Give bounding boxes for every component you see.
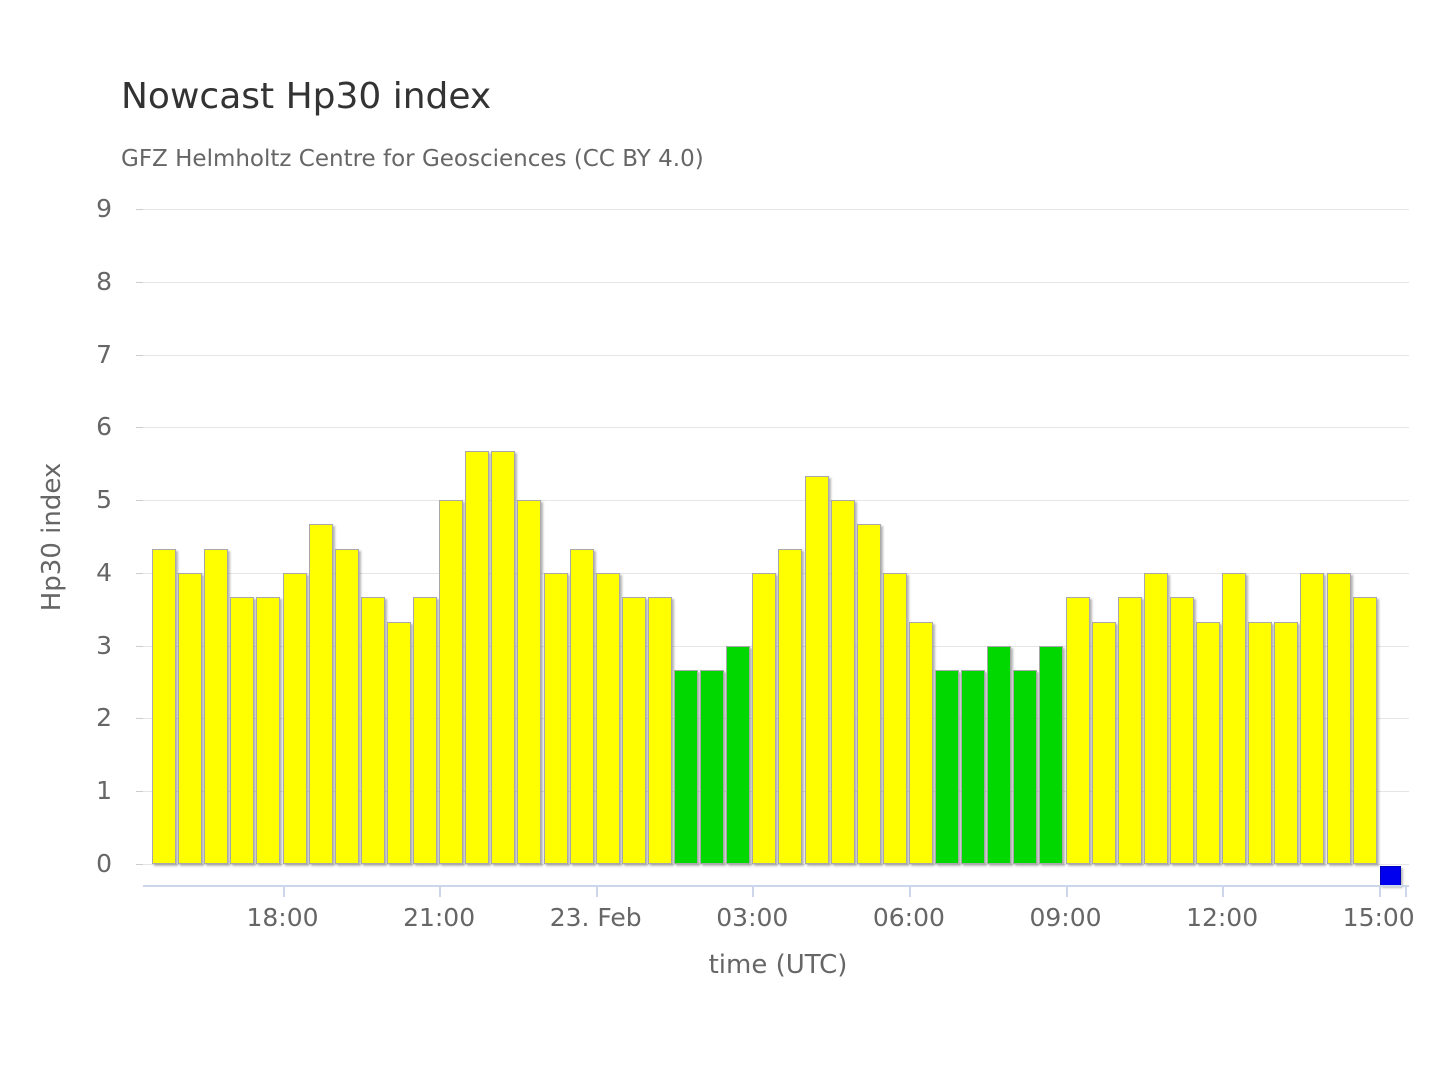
bar-0130[interactable] — [674, 669, 698, 864]
bar-0700[interactable] — [961, 669, 986, 864]
bar-1030[interactable] — [1143, 572, 1168, 864]
bar-0830[interactable] — [1039, 645, 1064, 864]
bar-1730[interactable] — [256, 596, 281, 864]
gridline-y5 — [143, 500, 1409, 502]
x-tick-label: 12:00 — [1186, 903, 1259, 932]
bar-1000[interactable] — [1117, 596, 1142, 864]
x-axis-tick — [908, 887, 911, 897]
y-tick-label: 7 — [96, 339, 112, 369]
bar-1400[interactable] — [1326, 572, 1351, 864]
bar-2000[interactable] — [386, 621, 411, 864]
y-axis-tick — [136, 427, 143, 429]
bar-1530[interactable] — [152, 548, 176, 864]
y-axis-labels: 0 1 2 3 4 5 6 7 8 9 — [0, 194, 112, 878]
bar-0730[interactable] — [987, 645, 1012, 864]
gridline-y8 — [143, 281, 1409, 283]
bar-1130[interactable] — [1196, 621, 1220, 864]
y-tick-label: 1 — [96, 776, 112, 806]
bar-0300[interactable] — [752, 572, 777, 864]
x-axis-tick — [595, 887, 598, 897]
y-tick-label: 2 — [96, 703, 112, 733]
gridline-y7 — [143, 354, 1409, 356]
x-tick-label: 06:00 — [872, 903, 945, 932]
bar-1900[interactable] — [334, 548, 359, 864]
bar-0500[interactable] — [856, 524, 881, 864]
bar-0330[interactable] — [778, 548, 803, 864]
bar-2200[interactable] — [491, 451, 516, 864]
bar-0530[interactable] — [882, 572, 907, 864]
x-tick-label: 23. Feb — [549, 903, 642, 932]
bar-2300[interactable] — [543, 572, 568, 864]
plot-area — [136, 209, 1409, 897]
y-axis-tick — [136, 864, 143, 865]
x-tick-label: 15:00 — [1342, 903, 1415, 932]
bar-2330[interactable] — [569, 548, 594, 864]
gridline-y0 — [143, 864, 1409, 865]
y-axis-tick — [136, 718, 143, 720]
y-axis-tick — [136, 354, 143, 356]
y-axis-tick — [136, 209, 143, 210]
bar-0800[interactable] — [1013, 669, 1038, 864]
bar-2100[interactable] — [439, 500, 464, 864]
bar-0030[interactable] — [621, 596, 646, 864]
x-axis-tick — [1378, 887, 1381, 897]
bar-1100[interactable] — [1169, 596, 1194, 864]
y-tick-label: 8 — [96, 266, 112, 296]
x-tick-label: 03:00 — [716, 903, 789, 932]
bar-0600[interactable] — [908, 621, 933, 864]
bar-0000[interactable] — [595, 572, 620, 864]
x-axis-tick — [282, 887, 285, 897]
bar-2230[interactable] — [517, 500, 542, 864]
x-axis-line — [143, 885, 1409, 887]
bar-0100[interactable] — [647, 596, 672, 864]
bar-2030[interactable] — [413, 596, 437, 864]
y-tick-label: 5 — [96, 485, 112, 515]
bar-2130[interactable] — [465, 451, 490, 864]
x-axis-tick — [1065, 887, 1068, 897]
bar-1800[interactable] — [282, 572, 307, 864]
bar-0230[interactable] — [726, 645, 751, 864]
x-tick-label: 18:00 — [246, 903, 319, 932]
bar-1330[interactable] — [1300, 572, 1325, 864]
x-axis-tick — [439, 887, 442, 897]
bar-1930[interactable] — [360, 596, 385, 864]
bar-0200[interactable] — [700, 669, 725, 864]
bar-1830[interactable] — [308, 524, 333, 864]
y-tick-label: 3 — [96, 630, 112, 660]
chart-subtitle: GFZ Helmholtz Centre for Geosciences (CC… — [121, 146, 704, 172]
bar-0630[interactable] — [935, 669, 959, 864]
chart-title: Nowcast Hp30 index — [121, 76, 492, 117]
y-axis-tick — [136, 791, 143, 793]
current-interval-marker[interactable] — [1379, 866, 1401, 886]
bar-1300[interactable] — [1274, 621, 1299, 864]
bar-0930[interactable] — [1091, 621, 1116, 864]
bar-0400[interactable] — [804, 476, 829, 864]
x-axis-tick — [1404, 887, 1407, 897]
y-axis-tick — [136, 572, 143, 574]
y-tick-label: 6 — [96, 412, 112, 442]
bar-1630[interactable] — [204, 548, 229, 864]
y-tick-label: 4 — [96, 557, 112, 587]
x-axis-tick — [752, 887, 755, 897]
y-axis-tick — [136, 281, 143, 283]
x-axis-tick — [1222, 887, 1225, 897]
bar-1230[interactable] — [1248, 621, 1273, 864]
bar-1600[interactable] — [178, 572, 203, 864]
bar-1700[interactable] — [230, 596, 255, 864]
bar-0430[interactable] — [830, 500, 855, 864]
x-tick-label: 21:00 — [403, 903, 476, 932]
gridline-y9 — [143, 209, 1409, 210]
bar-1200[interactable] — [1222, 572, 1247, 864]
y-axis-tick — [136, 500, 143, 502]
gridline-y6 — [143, 427, 1409, 429]
y-tick-label: 0 — [96, 848, 112, 878]
y-axis-tick — [136, 645, 143, 647]
bar-1430[interactable] — [1352, 596, 1377, 864]
y-tick-label: 9 — [96, 193, 112, 223]
x-tick-label: 09:00 — [1029, 903, 1102, 932]
x-axis-labels: 18:00 21:00 23. Feb 03:00 06:00 09:00 12:00 15:… — [143, 903, 1414, 937]
bar-0900[interactable] — [1065, 596, 1090, 864]
x-axis-title: time (UTC) — [708, 950, 848, 980]
